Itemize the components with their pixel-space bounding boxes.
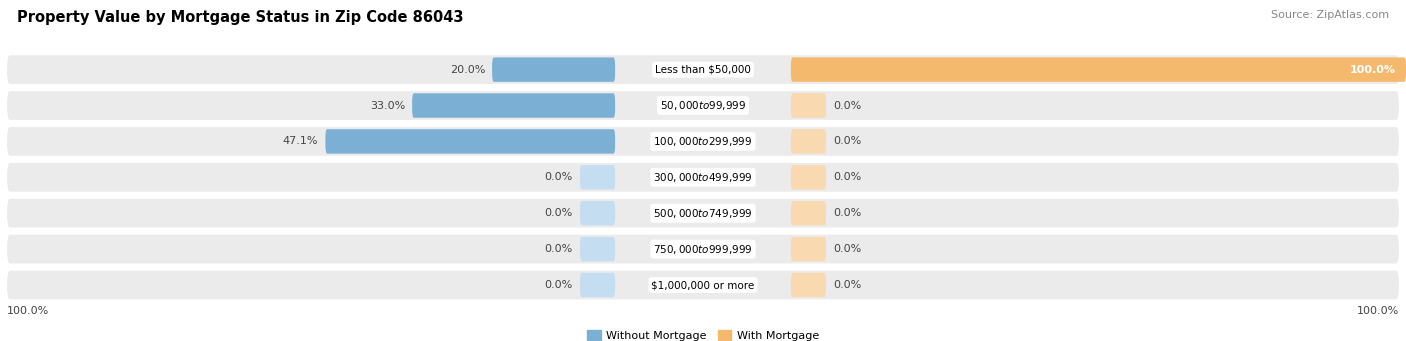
FancyBboxPatch shape <box>790 201 827 225</box>
Text: 0.0%: 0.0% <box>832 172 862 182</box>
Text: Less than $50,000: Less than $50,000 <box>655 65 751 75</box>
Text: $300,000 to $499,999: $300,000 to $499,999 <box>654 171 752 184</box>
Text: 0.0%: 0.0% <box>832 208 862 218</box>
FancyBboxPatch shape <box>7 55 1399 84</box>
FancyBboxPatch shape <box>325 129 616 154</box>
FancyBboxPatch shape <box>790 93 827 118</box>
Text: Source: ZipAtlas.com: Source: ZipAtlas.com <box>1271 10 1389 20</box>
FancyBboxPatch shape <box>790 273 827 297</box>
FancyBboxPatch shape <box>7 271 1399 299</box>
Text: 100.0%: 100.0% <box>1350 65 1395 75</box>
Text: Property Value by Mortgage Status in Zip Code 86043: Property Value by Mortgage Status in Zip… <box>17 10 464 25</box>
Text: 100.0%: 100.0% <box>7 306 49 316</box>
Text: 0.0%: 0.0% <box>544 280 574 290</box>
FancyBboxPatch shape <box>790 129 827 154</box>
Text: $100,000 to $299,999: $100,000 to $299,999 <box>654 135 752 148</box>
FancyBboxPatch shape <box>581 273 616 297</box>
Text: 47.1%: 47.1% <box>283 136 318 146</box>
FancyBboxPatch shape <box>7 199 1399 227</box>
Text: $500,000 to $749,999: $500,000 to $749,999 <box>654 207 752 220</box>
FancyBboxPatch shape <box>790 165 827 190</box>
FancyBboxPatch shape <box>7 235 1399 264</box>
Text: 100.0%: 100.0% <box>1357 306 1399 316</box>
FancyBboxPatch shape <box>581 237 616 261</box>
Text: 0.0%: 0.0% <box>544 172 574 182</box>
Text: $1,000,000 or more: $1,000,000 or more <box>651 280 755 290</box>
FancyBboxPatch shape <box>7 91 1399 120</box>
FancyBboxPatch shape <box>7 163 1399 192</box>
Text: 0.0%: 0.0% <box>832 101 862 110</box>
Text: 0.0%: 0.0% <box>832 244 862 254</box>
FancyBboxPatch shape <box>790 237 827 261</box>
Text: 33.0%: 33.0% <box>370 101 405 110</box>
FancyBboxPatch shape <box>412 93 616 118</box>
FancyBboxPatch shape <box>7 127 1399 156</box>
FancyBboxPatch shape <box>581 201 616 225</box>
FancyBboxPatch shape <box>790 57 1406 82</box>
Text: 0.0%: 0.0% <box>832 280 862 290</box>
Text: 0.0%: 0.0% <box>832 136 862 146</box>
Text: $50,000 to $99,999: $50,000 to $99,999 <box>659 99 747 112</box>
FancyBboxPatch shape <box>581 165 616 190</box>
FancyBboxPatch shape <box>492 57 616 82</box>
Text: $750,000 to $999,999: $750,000 to $999,999 <box>654 242 752 256</box>
Legend: Without Mortgage, With Mortgage: Without Mortgage, With Mortgage <box>588 330 818 341</box>
Text: 0.0%: 0.0% <box>544 244 574 254</box>
Text: 0.0%: 0.0% <box>544 208 574 218</box>
Text: 20.0%: 20.0% <box>450 65 485 75</box>
